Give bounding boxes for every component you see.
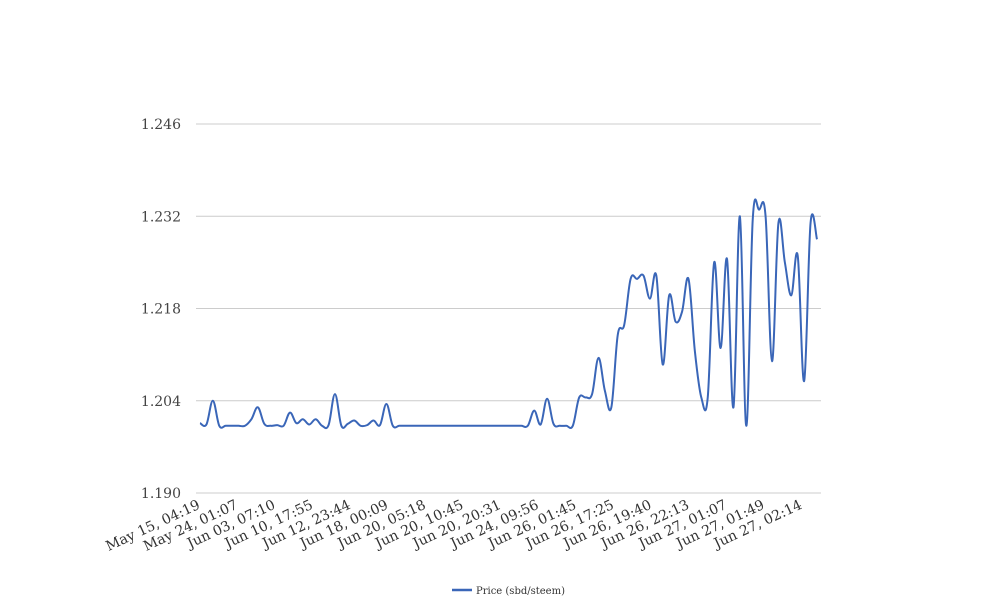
- series-lines: [199, 198, 818, 430]
- y-tick-label: 1.232: [141, 209, 181, 225]
- y-tick-label: 1.204: [141, 394, 181, 410]
- legend: Price (sbd/steem): [452, 586, 565, 597]
- series-line-price: [199, 198, 818, 430]
- legend-label-price: Price (sbd/steem): [476, 586, 565, 597]
- y-axis-tick-labels: 1.246 1.232 1.218 1.204 1.190: [141, 117, 181, 502]
- y-tick-label: 1.246: [141, 117, 181, 133]
- gridlines: [196, 123, 821, 494]
- y-tick-label: 1.218: [141, 302, 181, 318]
- y-tick-label: 1.190: [141, 486, 181, 502]
